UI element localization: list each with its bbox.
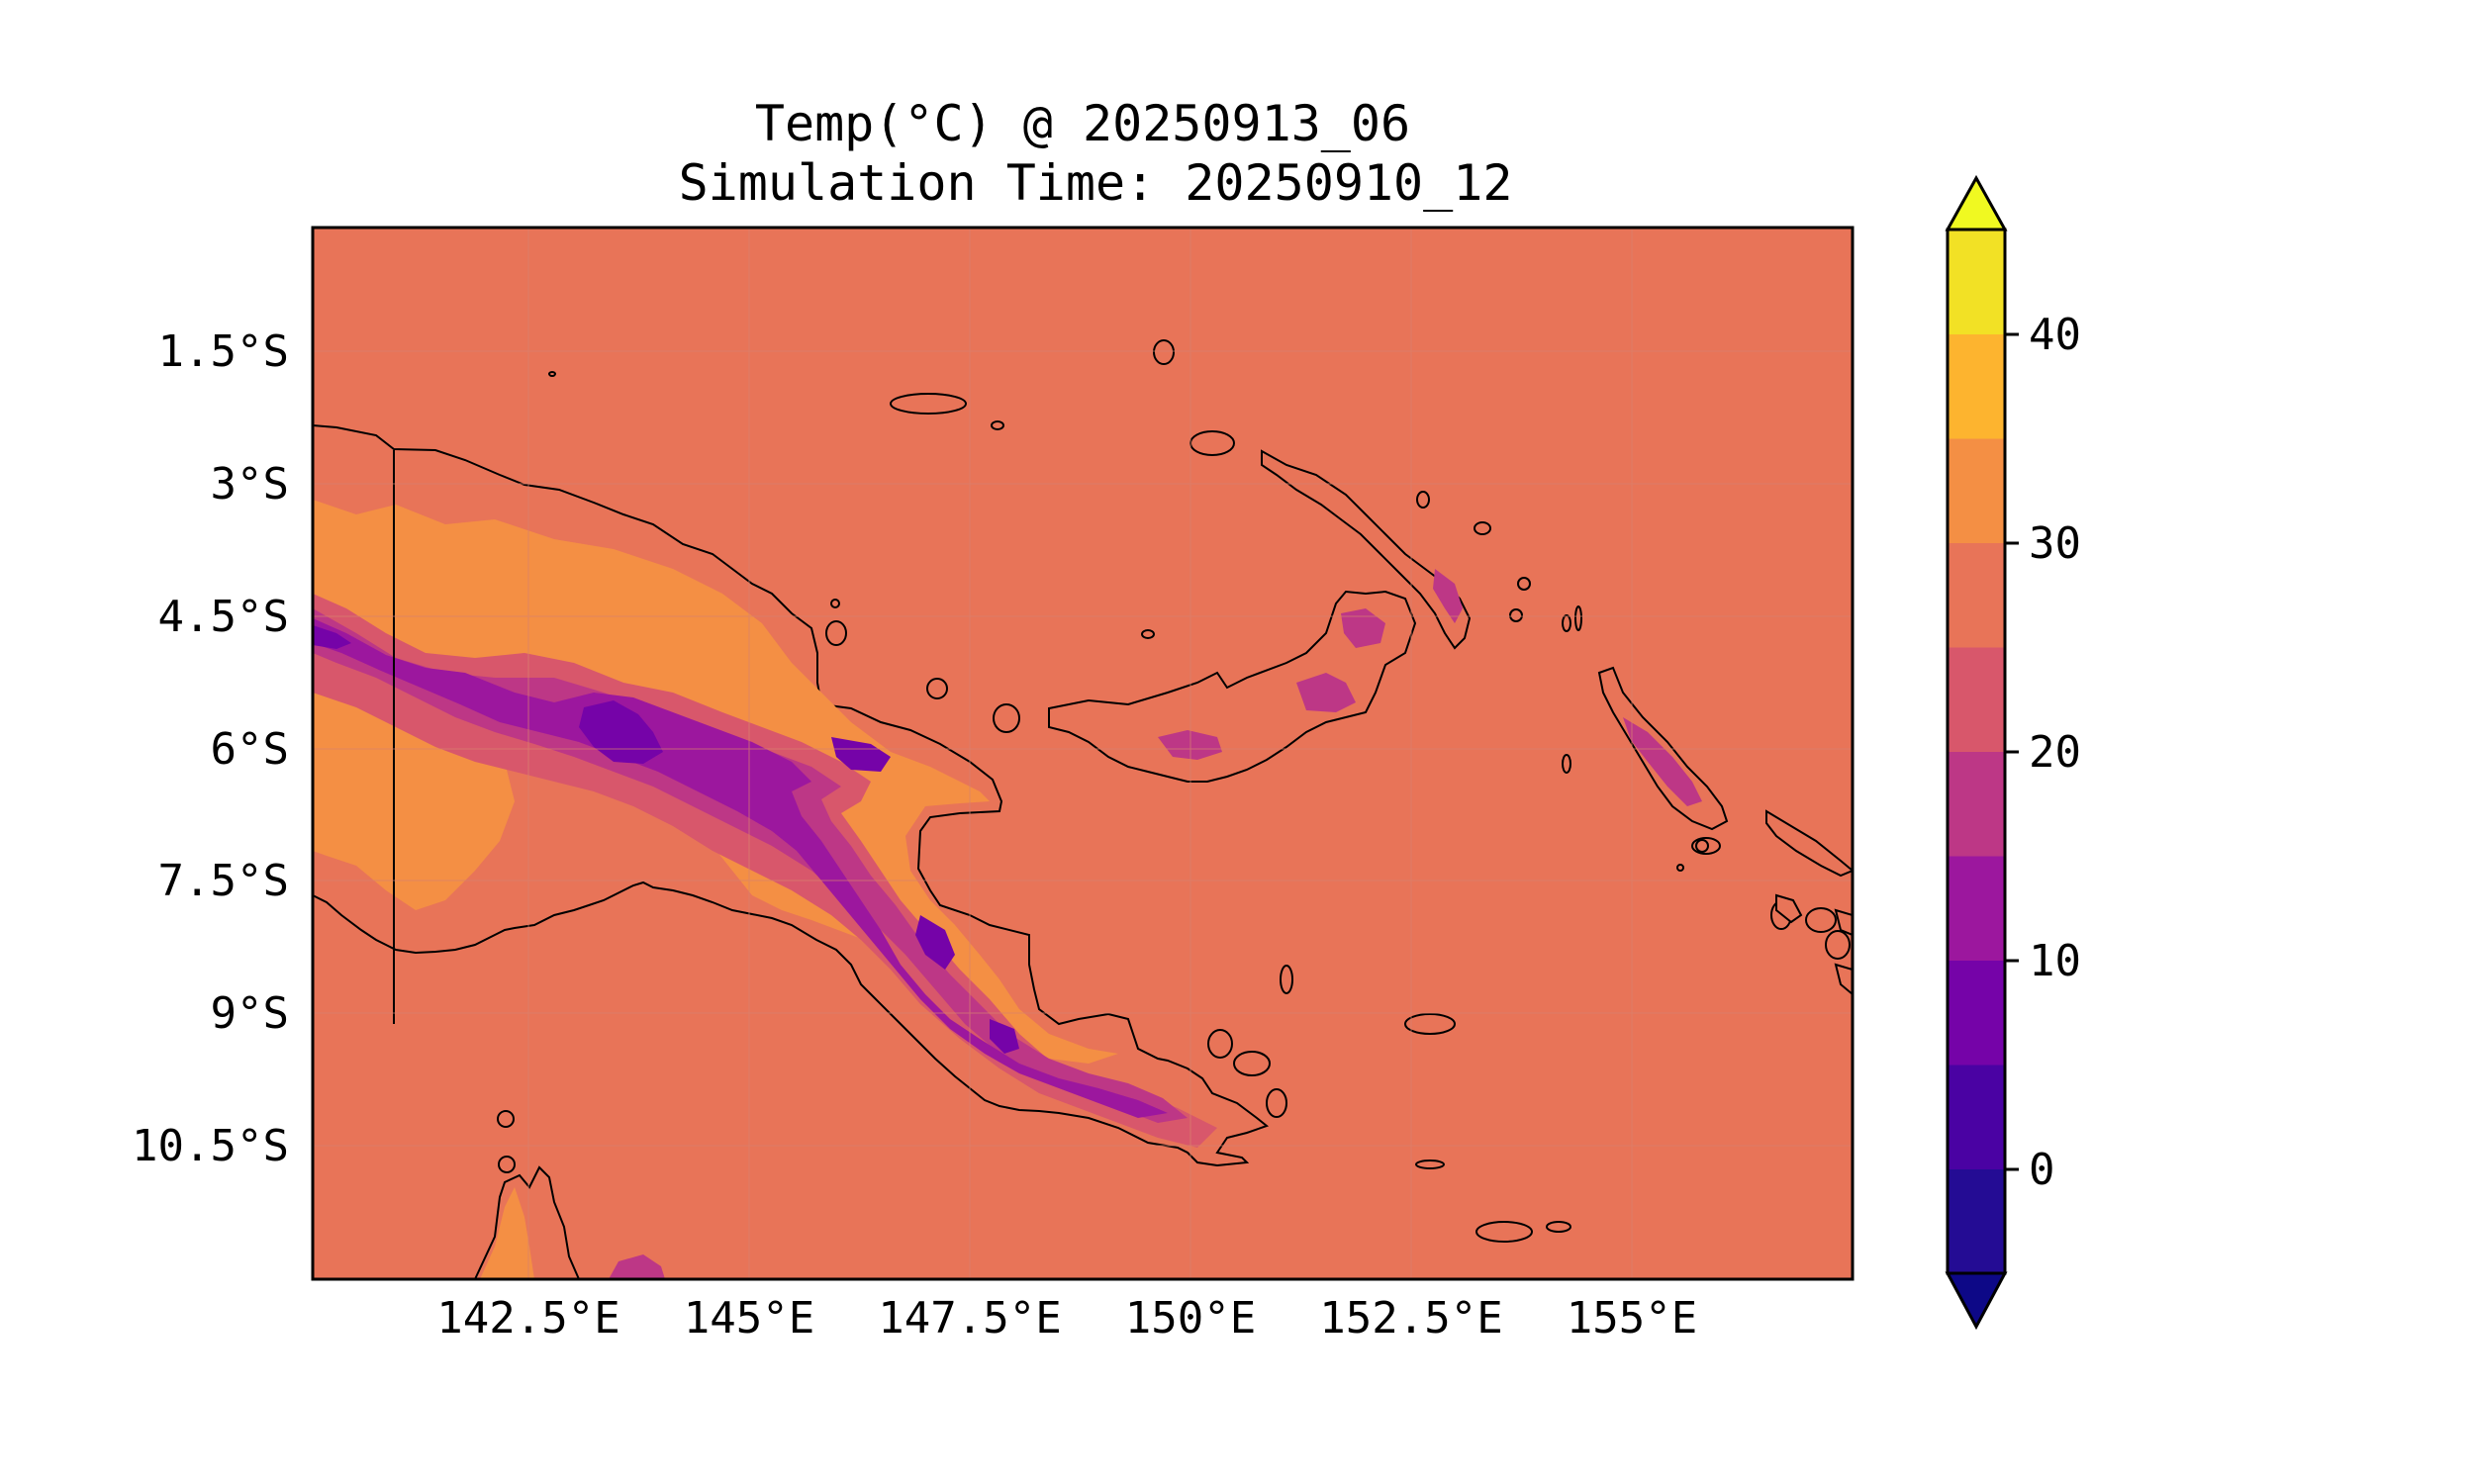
lat-tick-label: 9°S — [211, 988, 289, 1039]
colorbar-segment — [1948, 647, 2005, 752]
solomon-islands — [1765, 809, 1853, 996]
colorbar-segment — [1948, 230, 2005, 334]
colorbar-extend-low — [1945, 1271, 2008, 1331]
colorbar-segment — [1948, 1065, 2005, 1169]
lon-tick-label: 142.5°E — [436, 1293, 619, 1344]
lat-tick-label: 3°S — [211, 459, 289, 510]
bougainville-contour-20 — [1623, 717, 1702, 806]
lon-tick-label: 147.5°E — [878, 1293, 1061, 1344]
highland-contour-15 — [313, 618, 1168, 1118]
lat-tick-label: 4.5°S — [158, 592, 289, 642]
new-britain-contour-20 — [1158, 608, 1385, 760]
colorbar-segment — [1948, 1168, 2005, 1274]
lat-tick-label: 1.5°S — [158, 326, 289, 377]
colorbar: 0 10 20 30 40 — [1945, 174, 2081, 1331]
cape-york-contour-20 — [609, 1254, 665, 1279]
map-gridlines — [313, 228, 1853, 1279]
colorbar-tick-label: 30 — [2029, 518, 2081, 569]
lon-tick-label: 145°E — [684, 1293, 814, 1344]
map-title-line1: Temp(°C) @ 20250913_06 — [755, 95, 1410, 152]
map-frame — [311, 226, 1855, 1281]
colorbar-ticks — [2005, 332, 2019, 1171]
new-britain-island — [1048, 590, 1417, 783]
map-panel — [313, 228, 1853, 1279]
colorbar-segment — [1948, 438, 2005, 543]
colorbar-extend-high — [1945, 174, 2008, 232]
highland-contour-20 — [313, 608, 1188, 1123]
map-title-line2: Simulation Time: 20250910_12 — [679, 154, 1513, 212]
colorbar-tick-labels: 0 10 20 30 40 — [2029, 310, 2081, 1195]
colorbar-segment — [1948, 333, 2005, 439]
lat-tick-label: 7.5°S — [158, 856, 289, 906]
colorbar-tick-label: 20 — [2029, 727, 2081, 778]
lat-tick-label: 6°S — [211, 724, 289, 775]
lon-tick-label: 155°E — [1567, 1293, 1697, 1344]
lon-tick-label: 152.5°E — [1319, 1293, 1502, 1344]
lat-tick-label: 10.5°S — [132, 1121, 289, 1171]
latitude-tick-labels: 1.5°S 3°S 4.5°S 6°S 7.5°S 9°S 10.5°S — [132, 326, 289, 1171]
colorbar-tick-label: 40 — [2029, 310, 2081, 360]
longitude-tick-labels: 142.5°E 145°E 147.5°E 150°E 152.5°E 155°… — [436, 1293, 1697, 1344]
colorbar-segment — [1948, 960, 2005, 1066]
new-ireland-contour-20 — [1433, 569, 1463, 623]
colorbar-tick-label: 0 — [2029, 1145, 2055, 1195]
new-ireland-island — [1261, 449, 1472, 650]
lon-tick-label: 150°E — [1125, 1293, 1256, 1344]
colorbar-segment — [1948, 751, 2005, 857]
colorbar-segment — [1948, 856, 2005, 961]
colorbar-tick-label: 10 — [2029, 936, 2081, 986]
cape-york-contour-30 — [480, 1187, 534, 1279]
colorbar-segment — [1948, 542, 2005, 648]
